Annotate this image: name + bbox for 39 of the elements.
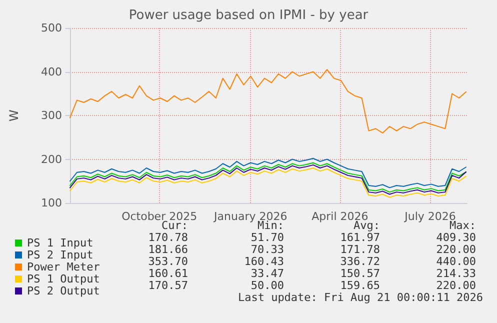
text: 214.33 bbox=[436, 267, 476, 280]
text: 409.30 bbox=[436, 231, 476, 244]
legend-label: Power Meter bbox=[27, 260, 100, 274]
text: 220.00 bbox=[436, 279, 476, 292]
text: Cur: bbox=[162, 219, 188, 232]
chart-title: Power usage based on IPMI - by year bbox=[128, 8, 369, 23]
y-tick-label: 200 bbox=[41, 152, 62, 166]
text: Min: bbox=[258, 219, 284, 232]
text: 440.00 bbox=[436, 255, 476, 268]
text: 50.00 bbox=[250, 279, 284, 292]
text: Avg: bbox=[354, 219, 380, 232]
y-tick-label: 300 bbox=[41, 109, 62, 122]
text: 170.57 bbox=[148, 279, 188, 292]
legend-label: PS 1 Input bbox=[27, 236, 94, 250]
text: 353.70 bbox=[148, 255, 188, 268]
text: 220.00 bbox=[436, 243, 476, 256]
text: 33.47 bbox=[250, 267, 284, 280]
text: Max: bbox=[450, 219, 476, 232]
text: 70.33 bbox=[250, 243, 284, 256]
text: 160.61 bbox=[148, 267, 188, 280]
y-tick-label: 500 bbox=[41, 22, 62, 34]
line-series bbox=[70, 158, 467, 188]
legend-label: PS 1 Output bbox=[27, 272, 100, 286]
text: 336.72 bbox=[340, 255, 380, 268]
text: 171.78 bbox=[340, 243, 380, 256]
y-tick-label: 400 bbox=[41, 65, 62, 78]
text: 159.65 bbox=[340, 279, 380, 292]
y-axis-title: W bbox=[7, 109, 21, 122]
text: 160.43 bbox=[244, 255, 284, 268]
text: Last update: Fri Aug 21 00:00:11 2026 bbox=[238, 291, 483, 304]
line-series bbox=[70, 69, 467, 134]
legend-label: PS 2 Output bbox=[27, 284, 100, 298]
y-tick-label: 100 bbox=[41, 196, 62, 210]
text: 161.97 bbox=[340, 231, 380, 244]
text: 181.66 bbox=[148, 243, 188, 256]
legend-label: PS 2 Input bbox=[27, 248, 94, 262]
text: 170.78 bbox=[148, 231, 188, 244]
text: 51.70 bbox=[250, 231, 284, 244]
text: 150.57 bbox=[340, 267, 380, 280]
